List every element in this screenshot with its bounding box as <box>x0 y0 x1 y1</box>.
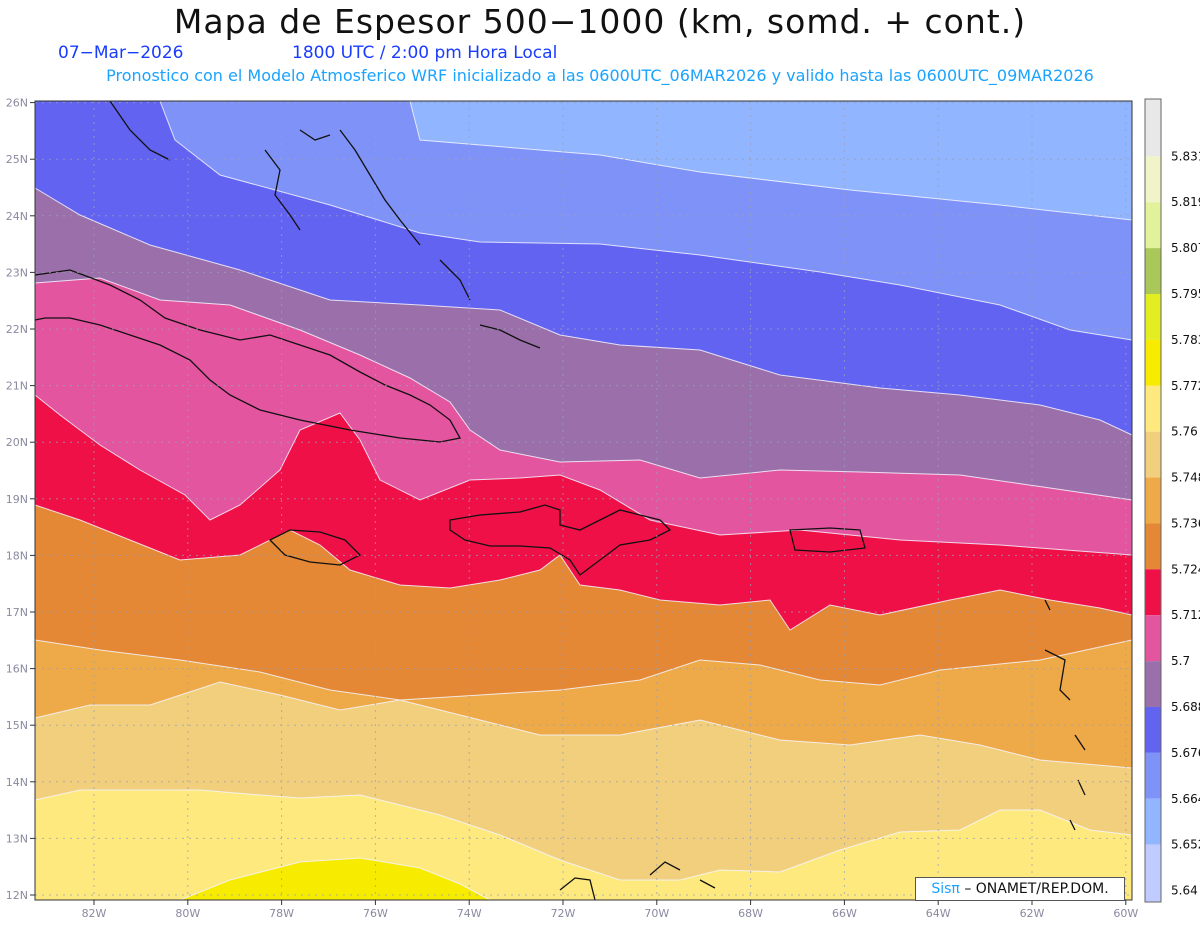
coast-jamaica <box>268 529 362 566</box>
colorbar-segment <box>1145 569 1161 616</box>
lon-label: 80W <box>175 907 200 920</box>
colorbar-segment <box>1145 477 1161 524</box>
contour-lines <box>34 100 1133 901</box>
lat-label: 15N <box>6 719 28 732</box>
coast-puerto-rico <box>789 527 866 553</box>
credit-box: Sisπ – ONAMET/REP.DOM. <box>915 877 1125 901</box>
colorbar-segment <box>1145 752 1161 799</box>
lon-label: 60W <box>1113 907 1138 920</box>
lon-label: 68W <box>738 907 763 920</box>
time-label: 1800 UTC / 2:00 pm Hora Local <box>292 43 558 63</box>
lat-label: 12N <box>6 889 28 902</box>
lat-label: 22N <box>6 323 28 336</box>
credit-text: – ONAMET/REP.DOM. <box>964 881 1109 897</box>
lat-label: 14N <box>6 776 28 789</box>
colorbar-label: 5.64 <box>1171 884 1198 898</box>
colorbar-segment <box>1145 523 1161 570</box>
colorbar-label: 5.783 <box>1171 333 1200 347</box>
page-title: Mapa de Espesor 500−1000 (km, somd. + co… <box>173 2 1027 41</box>
colorbar-label: 5.652 <box>1171 838 1200 852</box>
lat-label: 24N <box>6 210 28 223</box>
colorbar-label: 5.7 <box>1171 654 1190 668</box>
colorbar-label: 5.819 <box>1171 195 1200 209</box>
colorbar-segment <box>1145 661 1161 707</box>
colorbar-label: 5.748 <box>1171 471 1200 485</box>
lon-label: 74W <box>457 907 482 920</box>
latitude-axis: 12N 13N 14N 15N 16N 17N 18N 19N 20N 21N 22N 23N 24N 2… <box>6 97 35 902</box>
colorbar-label: 5.736 <box>1171 516 1200 530</box>
colorbar-label: 5.688 <box>1171 700 1200 714</box>
lon-label: 62W <box>1020 907 1045 920</box>
colorbar: 5.831 5.819 5.807 5.795 5.783 5.772 5.76 5.748 5… <box>1144 98 1200 903</box>
colorbar-segment <box>1145 294 1161 340</box>
lon-label: 82W <box>82 907 107 920</box>
colorbar-label: 5.76 <box>1171 425 1198 439</box>
colorbar-segment <box>1145 99 1161 157</box>
lat-label: 20N <box>6 436 28 449</box>
colorbar-segment <box>1145 844 1161 902</box>
lon-label: 66W <box>832 907 857 920</box>
lat-label: 17N <box>6 606 28 619</box>
colorbar-label: 5.712 <box>1171 608 1200 622</box>
map-frame <box>34 100 1133 901</box>
lon-label: 72W <box>551 907 576 920</box>
forecast-label: Pronostico con el Modelo Atmosferico WRF… <box>106 66 1094 85</box>
longitude-axis: 82W 80W 78W 76W 74W 72W 70W 68W 66W 64W 62W 60W <box>82 900 1138 920</box>
colorbar-segment <box>1145 248 1161 295</box>
colorbar-segment <box>1145 385 1161 432</box>
coast-hispaniola <box>449 504 672 576</box>
colorbar-segment <box>1145 615 1161 662</box>
colorbar-segment <box>1145 798 1161 845</box>
coastlines <box>34 100 1086 901</box>
colorbar-label: 5.795 <box>1171 287 1200 301</box>
colorbar-segment <box>1145 706 1161 753</box>
colorbar-label: 5.676 <box>1171 746 1200 760</box>
lon-label: 64W <box>926 907 951 920</box>
colorbar-frame <box>1144 98 1162 903</box>
colorbar-label: 5.807 <box>1171 241 1200 255</box>
lat-label: 16N <box>6 663 28 676</box>
contour-bands <box>35 101 1132 900</box>
colorbar-label: 5.831 <box>1171 149 1200 163</box>
date-label: 07−Mar−2026 <box>58 43 184 63</box>
colorbar-label: 5.664 <box>1171 792 1200 806</box>
lat-label: 21N <box>6 380 28 393</box>
colorbar-label: 5.772 <box>1171 379 1200 393</box>
lat-label: 19N <box>6 493 28 506</box>
lon-label: 76W <box>363 907 388 920</box>
colorbar-segment <box>1145 202 1161 249</box>
lat-label: 23N <box>6 266 28 279</box>
coast-cuba <box>34 269 462 443</box>
lat-label: 26N <box>6 97 28 110</box>
lon-label: 70W <box>644 907 669 920</box>
colorbar-segment <box>1145 431 1161 478</box>
colorbar-label: 5.724 <box>1171 562 1200 576</box>
graticule <box>35 101 1132 900</box>
colorbar-segment <box>1145 156 1161 203</box>
lon-label: 78W <box>269 907 294 920</box>
lat-label: 13N <box>6 832 28 845</box>
lat-label: 18N <box>6 549 28 562</box>
credit-brand: Sisπ <box>931 881 960 897</box>
colorbar-segment <box>1145 339 1161 386</box>
lat-label: 25N <box>6 153 28 166</box>
